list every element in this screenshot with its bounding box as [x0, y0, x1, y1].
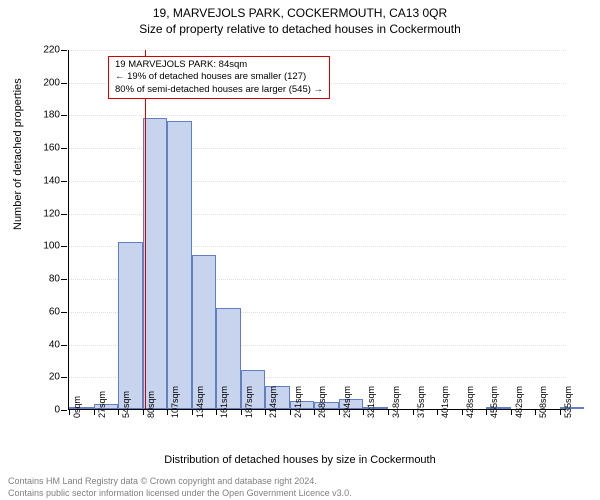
- x-tick: [192, 409, 193, 415]
- y-tick-label: 100: [30, 241, 60, 252]
- annot-line: 19 MARVEJOLS PARK: 84sqm: [115, 59, 323, 71]
- x-tick-label: 348sqm: [391, 386, 401, 418]
- y-tick: [61, 279, 67, 280]
- x-tick: [69, 409, 70, 415]
- x-tick-label: 241sqm: [293, 386, 303, 418]
- x-tick: [437, 409, 438, 415]
- y-tick: [61, 115, 67, 116]
- y-tick: [61, 50, 67, 51]
- x-axis-label: Distribution of detached houses by size …: [0, 454, 600, 466]
- y-tick-label: 200: [30, 77, 60, 88]
- y-tick: [61, 214, 67, 215]
- x-tick-label: 187sqm: [244, 386, 254, 418]
- histogram-bar: [118, 242, 143, 409]
- x-tick-label: 80sqm: [146, 391, 156, 418]
- x-tick-label: 482sqm: [514, 386, 524, 418]
- histogram-bar: [167, 121, 192, 409]
- x-tick: [290, 409, 291, 415]
- y-tick-label: 80: [30, 274, 60, 285]
- x-tick: [339, 409, 340, 415]
- footer-line-1: Contains HM Land Registry data © Crown c…: [8, 476, 317, 486]
- x-tick: [363, 409, 364, 415]
- y-tick: [61, 246, 67, 247]
- x-tick-label: 401sqm: [440, 386, 450, 418]
- x-tick-label: 54sqm: [121, 391, 131, 418]
- x-tick-label: 455sqm: [489, 386, 499, 418]
- x-tick: [216, 409, 217, 415]
- y-tick: [61, 312, 67, 313]
- x-tick-label: 428sqm: [465, 386, 475, 418]
- gridline: [69, 115, 566, 116]
- x-tick: [118, 409, 119, 415]
- y-tick-label: 20: [30, 372, 60, 383]
- y-tick-label: 140: [30, 175, 60, 186]
- plot-area: 0204060801001201401601802002200sqm27sqm5…: [68, 50, 566, 410]
- y-tick-label: 0: [30, 405, 60, 416]
- y-tick: [61, 377, 67, 378]
- x-tick: [560, 409, 561, 415]
- x-tick-label: 214sqm: [268, 386, 278, 418]
- x-tick: [413, 409, 414, 415]
- page-title-2: Size of property relative to detached ho…: [0, 20, 600, 36]
- x-tick: [167, 409, 168, 415]
- y-axis-label: Number of detached properties: [12, 78, 24, 230]
- x-tick: [486, 409, 487, 415]
- annot-line: ← 19% of detached houses are smaller (12…: [115, 71, 323, 83]
- y-tick: [61, 148, 67, 149]
- x-tick-label: 535sqm: [563, 386, 573, 418]
- x-tick-label: 0sqm: [72, 396, 82, 418]
- y-tick: [61, 345, 67, 346]
- y-tick-label: 40: [30, 339, 60, 350]
- x-tick: [462, 409, 463, 415]
- y-tick-label: 160: [30, 143, 60, 154]
- y-tick-label: 60: [30, 306, 60, 317]
- page-title-1: 19, MARVEJOLS PARK, COCKERMOUTH, CA13 0Q…: [0, 0, 600, 20]
- gridline: [69, 50, 566, 51]
- y-tick: [61, 181, 67, 182]
- x-tick: [94, 409, 95, 415]
- y-tick: [61, 83, 67, 84]
- footer-line-2: Contains public sector information licen…: [8, 488, 352, 498]
- x-tick: [265, 409, 266, 415]
- x-tick-label: 508sqm: [538, 386, 548, 418]
- x-tick-label: 107sqm: [170, 386, 180, 418]
- x-tick: [535, 409, 536, 415]
- x-tick: [314, 409, 315, 415]
- x-tick: [388, 409, 389, 415]
- x-tick: [143, 409, 144, 415]
- x-tick: [511, 409, 512, 415]
- x-tick-label: 134sqm: [195, 386, 205, 418]
- y-tick-label: 180: [30, 110, 60, 121]
- y-tick: [61, 410, 67, 411]
- y-tick-label: 120: [30, 208, 60, 219]
- annotation-box: 19 MARVEJOLS PARK: 84sqm ← 19% of detach…: [108, 56, 330, 99]
- x-tick-label: 27sqm: [97, 391, 107, 418]
- x-tick-label: 294sqm: [342, 386, 352, 418]
- y-tick-label: 220: [30, 45, 60, 56]
- x-tick: [241, 409, 242, 415]
- x-tick-label: 161sqm: [219, 386, 229, 418]
- histogram-chart: 0204060801001201401601802002200sqm27sqm5…: [68, 50, 566, 410]
- marker-line: [145, 50, 146, 409]
- x-tick-label: 321sqm: [366, 386, 376, 418]
- annot-line: 80% of semi-detached houses are larger (…: [115, 84, 323, 96]
- x-tick-label: 375sqm: [416, 386, 426, 418]
- x-tick-label: 268sqm: [317, 386, 327, 418]
